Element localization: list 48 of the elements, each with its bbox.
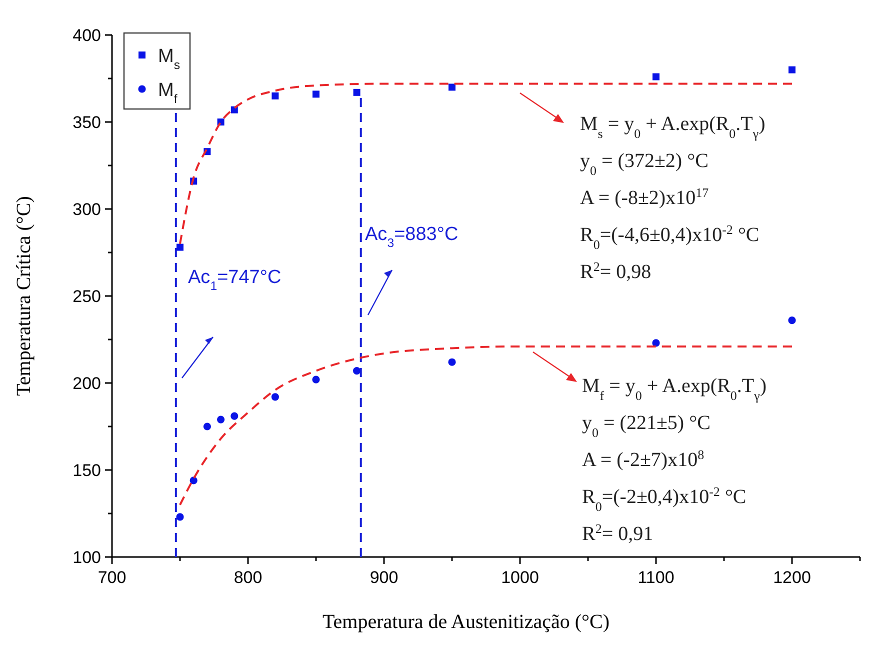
y-tick-label: 250 bbox=[72, 287, 101, 306]
legend-label: M$_{f}$ bbox=[158, 80, 178, 106]
point bbox=[788, 316, 796, 324]
point bbox=[312, 376, 320, 384]
annotation: A = (-2±7)x10$^{8}$ bbox=[582, 446, 704, 471]
y-tick-label: 150 bbox=[72, 461, 101, 480]
y-tick-label: 200 bbox=[72, 374, 101, 393]
point bbox=[203, 422, 211, 430]
point bbox=[788, 66, 796, 74]
y-tick-label: 100 bbox=[72, 548, 101, 567]
annotation: R$^{2}$= 0,91 bbox=[582, 520, 654, 545]
annotation: y$_{0}$ = (221±5) °C bbox=[582, 412, 710, 440]
y-axis-title: Temperatura Crítica (°C) bbox=[13, 196, 35, 396]
annotation: A = (-8±2)x10$^{17}$ bbox=[580, 184, 710, 209]
x-tick-label: 1000 bbox=[501, 568, 539, 587]
y-tick-label: 400 bbox=[72, 26, 101, 45]
x-tick-label: 1100 bbox=[638, 568, 674, 587]
y-tick-label: 350 bbox=[72, 113, 101, 132]
annotation: R$_{0}$=(-4,6±0,4)x10$^{-2}$ °C bbox=[580, 222, 760, 252]
point bbox=[272, 92, 279, 100]
text: M$_{f}$ = y$_{0}$ + A.exp(R$_{0}$.T$_{γ}$) bbox=[582, 375, 767, 402]
annotation: R$_{0}$=(-2±0,4)x10$^{-2}$ °C bbox=[582, 484, 746, 514]
point bbox=[190, 476, 198, 484]
point bbox=[217, 416, 225, 424]
point bbox=[353, 88, 360, 96]
x-tick-label: 800 bbox=[234, 568, 262, 587]
annotation: R$^{2}$= 0,98 bbox=[580, 258, 652, 283]
x-tick-label: 700 bbox=[98, 568, 126, 587]
x-tick-label: 900 bbox=[370, 568, 398, 587]
legend-label: M$_{s}$ bbox=[158, 46, 180, 72]
point bbox=[448, 358, 456, 366]
point bbox=[353, 367, 361, 375]
point bbox=[448, 84, 456, 91]
ref-line-label: Ac$_{1}$=747°C bbox=[188, 267, 282, 293]
text: M$_{s}$ = y$_{0}$ + A.exp(R$_{0}$.T$_{γ}$) bbox=[580, 113, 766, 140]
x-tick-label: 1200 bbox=[773, 568, 811, 587]
point bbox=[176, 244, 184, 251]
point bbox=[652, 73, 660, 80]
point bbox=[312, 90, 320, 98]
x-axis-title: Temperatura de Austenitização (°C) bbox=[322, 611, 610, 633]
point bbox=[652, 339, 660, 347]
point bbox=[230, 412, 238, 420]
point bbox=[230, 106, 238, 114]
ref-line-label: Ac$_{3}$=883°C bbox=[365, 224, 458, 250]
point bbox=[176, 513, 184, 521]
y-tick-label: 300 bbox=[72, 200, 101, 219]
annotation: y$_{0}$ = (372±2) °C bbox=[580, 150, 708, 178]
point bbox=[271, 393, 279, 401]
